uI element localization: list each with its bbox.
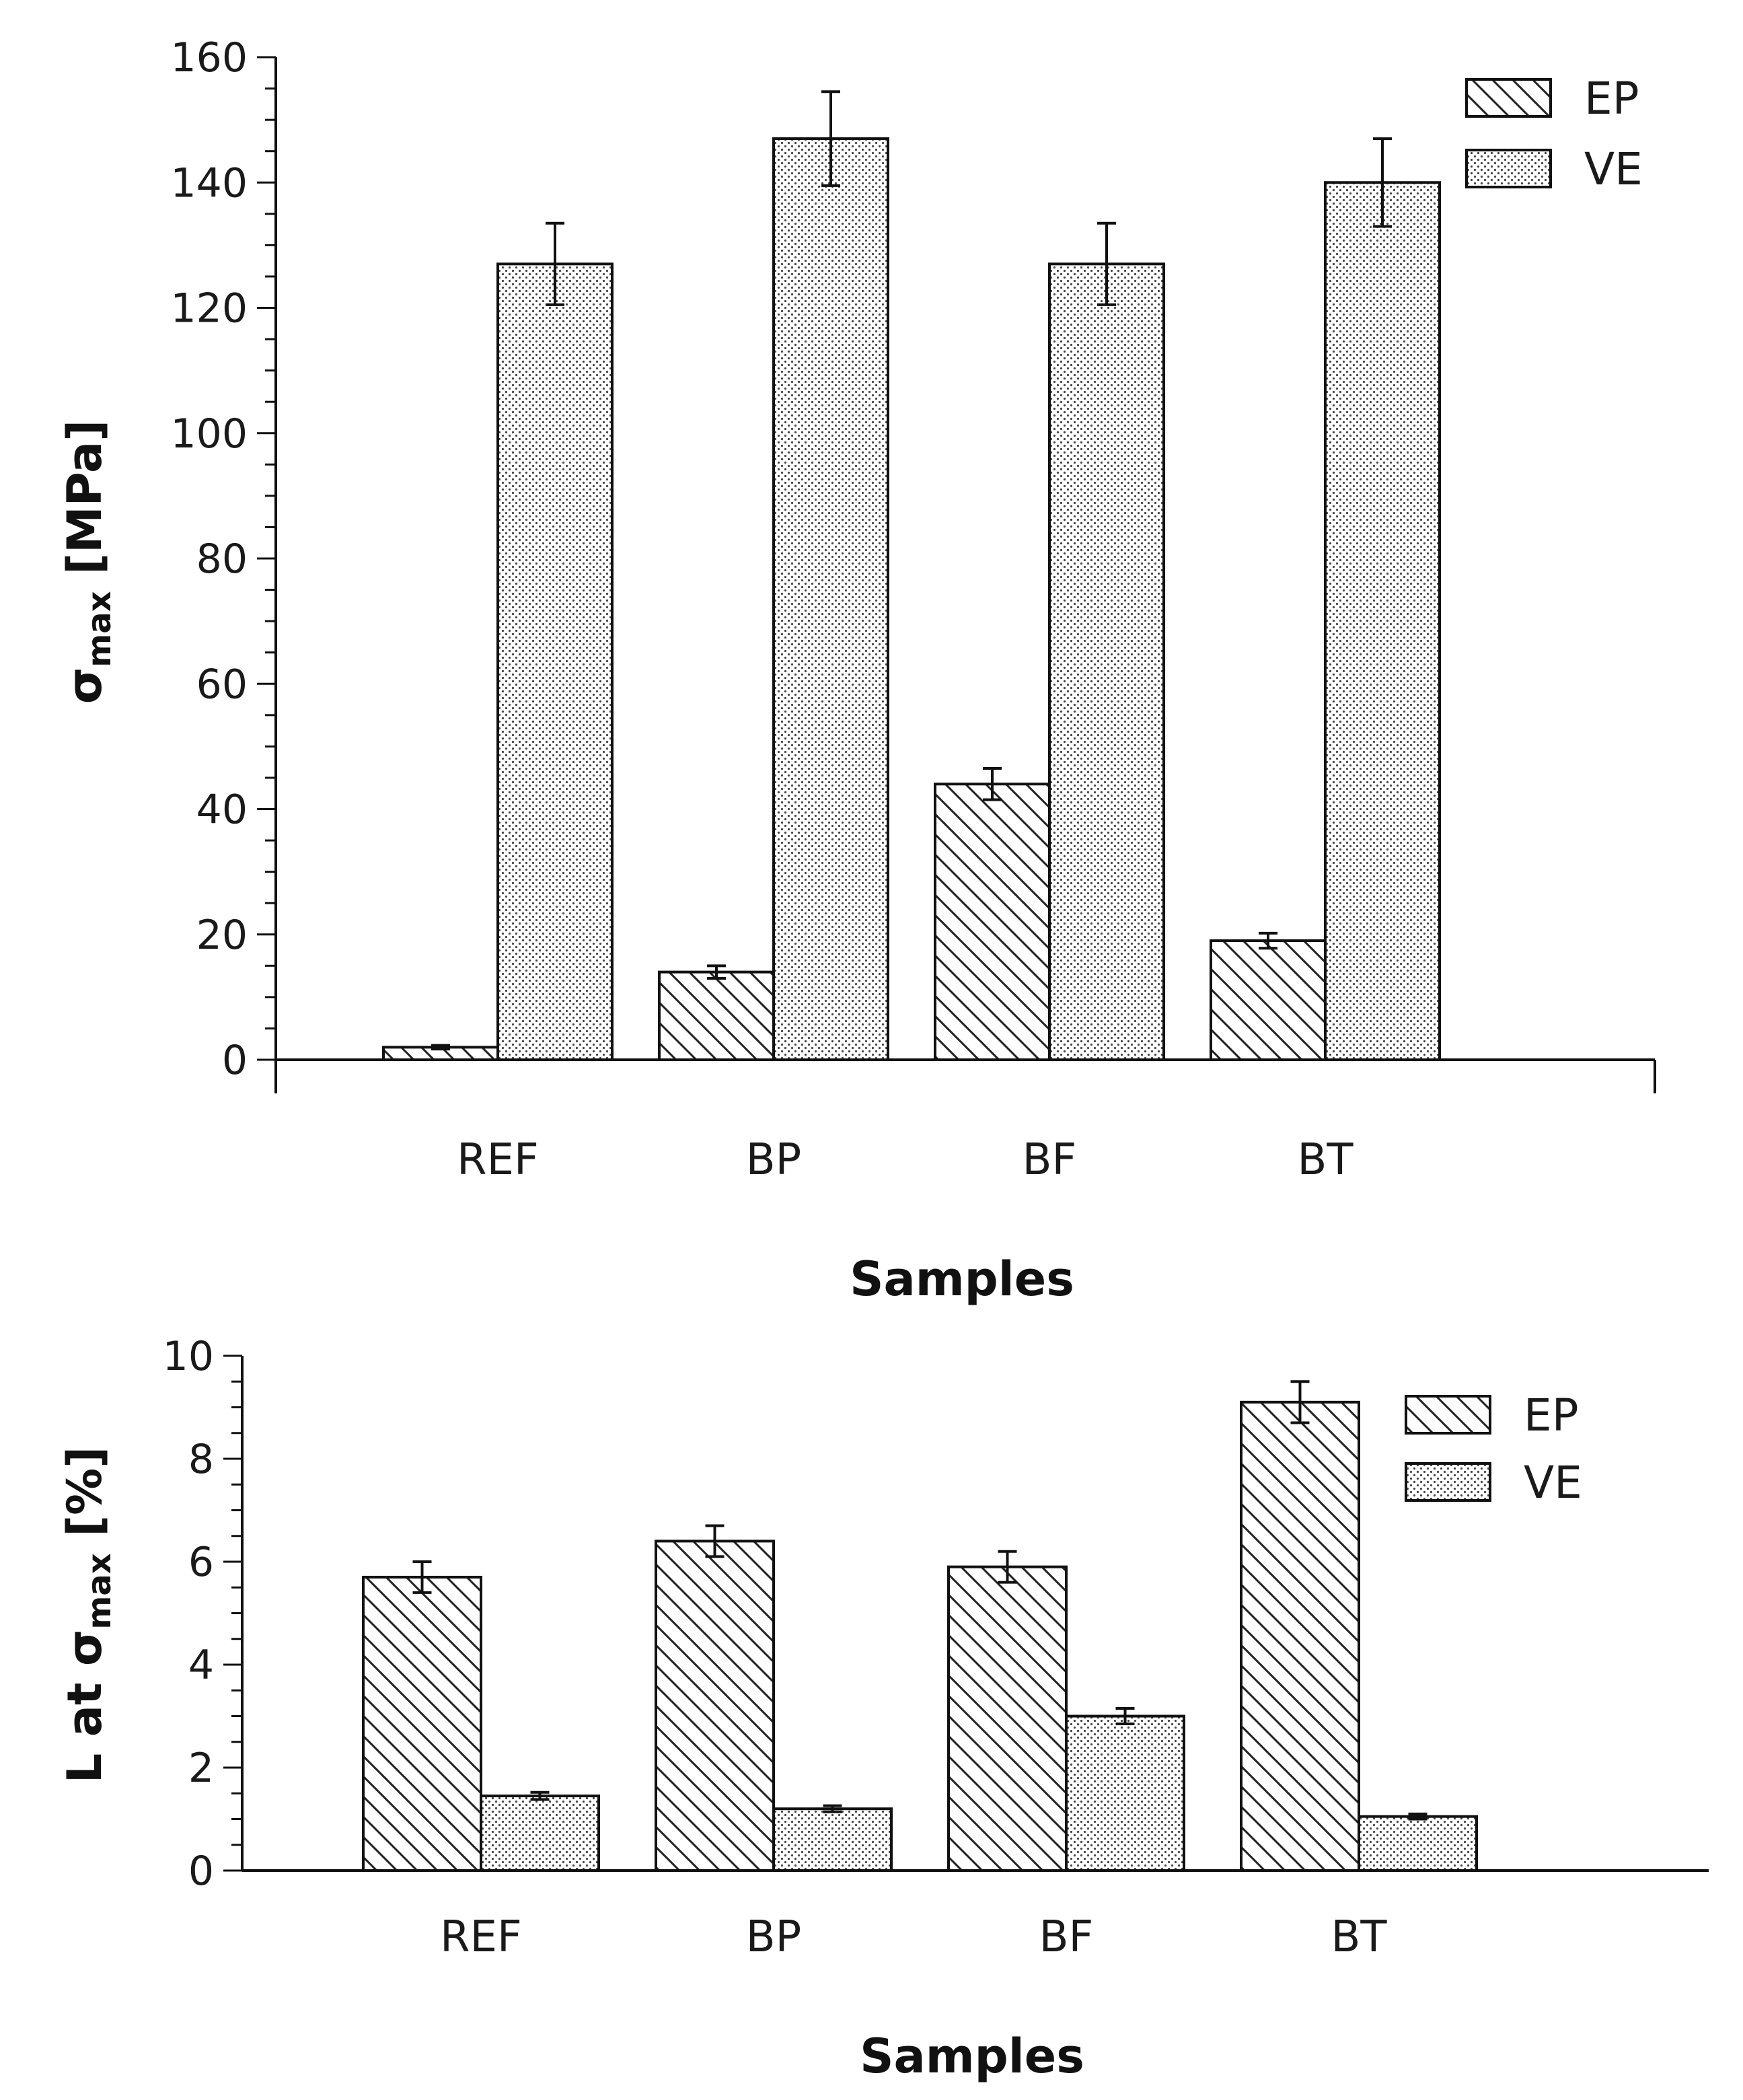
error-bar-ve-bp: [823, 1804, 842, 1813]
error-bar-ep-bf: [998, 1550, 1017, 1584]
bar-ve-bp: [772, 137, 889, 1061]
error-bar-ep-bf: [983, 766, 1002, 801]
y-tick-label: 60: [196, 661, 248, 708]
y-tick-label: 20: [196, 912, 248, 959]
legend-label-ep: EP: [1584, 73, 1639, 124]
y-tick-label: 40: [196, 787, 248, 834]
legend-swatch-ve: [1465, 149, 1552, 188]
y-tick-label: 6: [188, 1539, 214, 1586]
chart-max-stress: REF BP BF BT 0 20 40 60 80 100 120 140 160 Samples σ…: [57, 34, 1656, 1307]
y-axis-title-main: L at σ: [57, 1630, 112, 1784]
error-bar-ep-bp: [707, 964, 726, 980]
bar-ep-ref: [362, 1575, 482, 1872]
legend: EP VE: [1465, 73, 1643, 195]
x-tick-label: BP: [746, 1912, 802, 1962]
error-bar-ve-bf: [1097, 221, 1116, 306]
bar-ep-bf: [947, 1565, 1068, 1872]
y-axis-title: L at σmax [%]: [57, 1447, 118, 1783]
legend-label-ve: VE: [1584, 143, 1643, 195]
x-tick-label: BT: [1331, 1912, 1388, 1962]
bar-ep-bp: [658, 970, 775, 1061]
error-bar-ep-bt: [1290, 1380, 1310, 1424]
error-bar-ep-bp: [705, 1524, 725, 1558]
legend-label-ep: EP: [1524, 1389, 1579, 1441]
bar-ve-bt: [1324, 181, 1441, 1061]
error-bar-ve-ref: [530, 1790, 550, 1801]
bar-ep-bf: [934, 783, 1051, 1061]
legend-swatch-ve: [1405, 1462, 1491, 1502]
y-tick-label: 0: [188, 1848, 214, 1895]
y-axis-title-sub: max: [81, 591, 118, 667]
bar-ve-ref: [480, 1795, 600, 1872]
y-tick-label: 120: [170, 285, 248, 332]
x-axis-title: Samples: [860, 2029, 1084, 2084]
error-bar-ep-ref: [431, 1044, 450, 1051]
y-axis-title: σmax [MPa]: [57, 420, 118, 704]
bar-ve-bt: [1358, 1815, 1478, 1873]
y-tick-label: 160: [170, 34, 248, 81]
x-tick-label: REF: [457, 1135, 539, 1185]
y-axis-title-tail: [%]: [57, 1447, 112, 1554]
y-tick-label: 10: [163, 1333, 214, 1380]
error-bar-ve-ref: [546, 221, 564, 306]
bar-ve-ref: [496, 262, 614, 1061]
legend: EP VE: [1405, 1389, 1582, 1509]
error-bar-ve-bt: [1408, 1812, 1427, 1821]
error-bar-ep-bt: [1259, 931, 1277, 950]
error-bar-ep-ref: [412, 1560, 432, 1594]
x-axis-title: Samples: [850, 1252, 1074, 1307]
y-tick-label: 80: [196, 536, 248, 583]
x-tick-label: BF: [1023, 1135, 1077, 1185]
bar-ep-bt: [1210, 939, 1327, 1061]
bar-ep-bp: [655, 1540, 775, 1872]
error-bar-ve-bf: [1115, 1707, 1135, 1725]
chart-strain-at-max-stress: REF BP BF BT 0 2 4 6 8 10 Samples L at σmax [%] E…: [57, 1333, 1709, 2084]
y-tick-label: 100: [170, 410, 248, 458]
legend-swatch-ep: [1405, 1395, 1491, 1435]
x-tick-label: BP: [746, 1135, 802, 1185]
y-axis-title-sub: max: [81, 1553, 118, 1629]
x-tick-label: BT: [1298, 1135, 1354, 1185]
bar-ve-bf: [1048, 262, 1165, 1061]
y-tick-label: 8: [188, 1436, 214, 1483]
legend-label-ve: VE: [1524, 1457, 1582, 1509]
y-tick-label: 0: [222, 1037, 248, 1084]
y-tick-label: 4: [188, 1642, 214, 1689]
bar-ve-bp: [772, 1807, 893, 1872]
y-axis-title-main: σ: [57, 667, 112, 704]
y-tick-label: 140: [170, 159, 248, 207]
y-axis-title-tail: [MPa]: [57, 420, 112, 591]
error-bar-ve-bp: [821, 90, 840, 187]
legend-swatch-ep: [1465, 78, 1552, 118]
bar-ep-bt: [1240, 1400, 1360, 1873]
x-tick-label: BF: [1039, 1912, 1094, 1962]
bar-ve-bf: [1065, 1714, 1185, 1872]
y-tick-label: 2: [188, 1745, 214, 1792]
x-tick-label: REF: [440, 1912, 522, 1962]
error-bar-ve-bt: [1373, 137, 1392, 228]
